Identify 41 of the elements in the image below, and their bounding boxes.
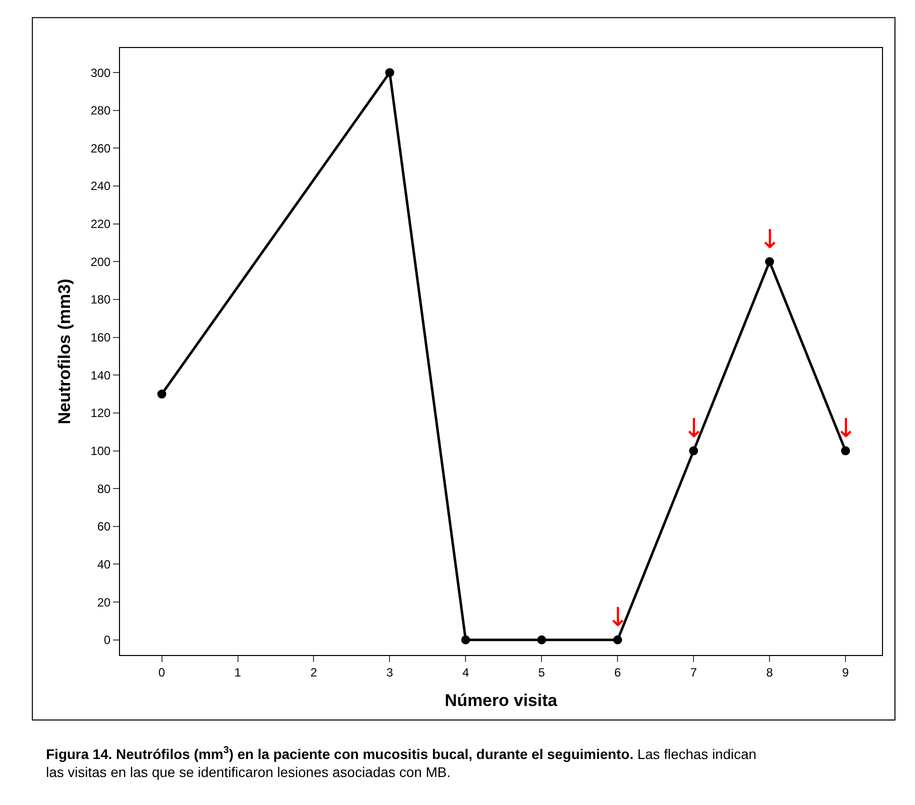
- y-tick-label: 180: [90, 292, 111, 307]
- point: [537, 635, 546, 644]
- point: [841, 446, 850, 456]
- x-axis-title: Número visita: [444, 690, 558, 710]
- y-tick-label: 60: [97, 520, 111, 534]
- y-tick-label: 220: [90, 217, 111, 232]
- y-tick-label: 140: [90, 368, 111, 382]
- y-tick-label: 0: [104, 633, 111, 648]
- x-tick-label: 6: [614, 665, 622, 680]
- y-tick-label: 260: [90, 141, 111, 156]
- point: [385, 68, 394, 78]
- x-tick-label: 3: [386, 665, 394, 680]
- y-tick-label: 120: [90, 406, 111, 420]
- x-tick-label: 7: [690, 665, 698, 680]
- y-tick-label: 280: [90, 104, 111, 118]
- x-tick-label: 4: [462, 665, 470, 680]
- point: [689, 446, 698, 456]
- point: [613, 635, 622, 644]
- y-tick-label: 300: [90, 66, 111, 80]
- text: Figura 14. Neutrófilos (mm$^{3}$) en la paciente con mucositis bucal, durante el seguimiento.: [46, 745, 634, 762]
- x-tick-label: 5: [538, 665, 546, 680]
- y-tick-label: 100: [90, 444, 111, 458]
- y-axis-title: Neutrofilos (mm3): [55, 278, 74, 424]
- annotation: ↓: [835, 414, 857, 444]
- x-tick-label: 1: [234, 665, 242, 680]
- y-tick-label: 160: [90, 330, 111, 345]
- y-tick-label: 240: [90, 179, 111, 194]
- point: [765, 257, 774, 266]
- x-tick-label: 0: [158, 665, 166, 680]
- y-tick-label: 20: [97, 595, 111, 610]
- y-tick-label: 80: [97, 482, 111, 496]
- point: [157, 390, 166, 399]
- x-tick-label: 2: [310, 665, 318, 680]
- annotation: ↓: [759, 225, 781, 255]
- annotation: ↓: [607, 603, 629, 633]
- x-tick-label: 8: [766, 665, 774, 680]
- x-tick-label: 9: [842, 665, 850, 680]
- y-tick-label: 200: [90, 254, 111, 269]
- point: [461, 635, 470, 644]
- y-tick-label: 40: [97, 557, 111, 572]
- annotation: ↓: [683, 414, 705, 444]
